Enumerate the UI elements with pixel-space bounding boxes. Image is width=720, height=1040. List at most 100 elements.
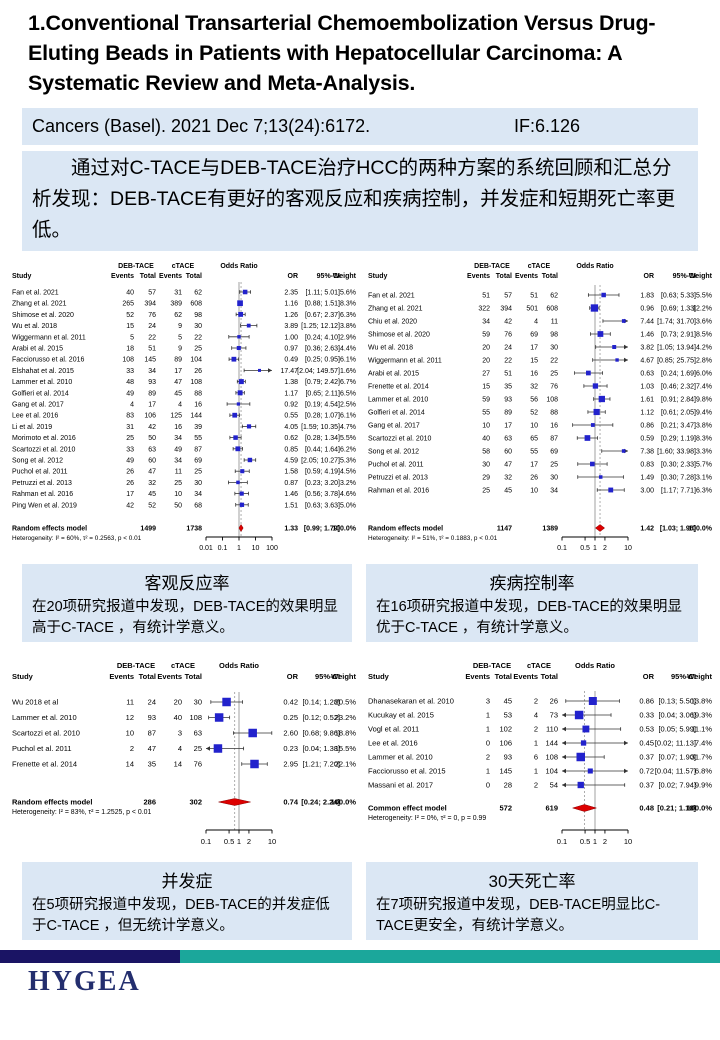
forest-text: 15.5% [335, 744, 357, 753]
forest-text: 45 [148, 491, 156, 498]
forest-text: Total [542, 273, 558, 280]
forest-text: 17 [530, 462, 538, 469]
forest-text: [0.24; 4.10] [305, 334, 340, 341]
forest-text: 394 [144, 301, 156, 308]
forest-text: 1499 [140, 526, 156, 533]
forest-text: 49 [174, 446, 182, 453]
forest-text: 32 [148, 480, 156, 487]
forest-text: 265 [122, 301, 134, 308]
forest-text: 0.97 [284, 346, 298, 353]
forest-row: Dhanasekaran et al. 2010 3 45 2 26 0.86 [0.13;… [368, 697, 712, 706]
caption-body: 在7项研究报道中发现，DEB-TACE明显比C-TACE更安全，有统计学意义。 [376, 897, 661, 935]
forest-row: Fan et al. 2021 51 57 51 62 1.83 [0.63; 5.33] 5… [368, 293, 712, 300]
forest-text: Frenette et al. 2014 [12, 760, 77, 769]
forest-text: 31 [174, 290, 182, 297]
caption-body: 在20项研究报道中发现，DEB-TACE的效果明显高于C-TACE ，有统计学意… [32, 599, 338, 637]
forest-text: 76 [148, 312, 156, 319]
forest-row: Morimoto et al. 2016 25 50 34 55 0.62 [0.28; 1… [12, 435, 356, 442]
forest-text: 33 [126, 446, 134, 453]
forest-text: 60 [148, 458, 156, 465]
forest-text: 20 [174, 698, 182, 707]
forest-text: 4.05 [284, 424, 298, 431]
or-square [247, 457, 253, 463]
forest-row: Gang et al. 2017 4 17 4 16 0.92 [0.19; 4.54] 2.… [12, 402, 356, 409]
or-square [236, 345, 241, 351]
caption-objective-response: 客观反应率 在20项研究报道中发现，DEB-TACE的效果明显高于C-TACE … [22, 564, 352, 642]
forest-text: Common effect model [368, 804, 447, 813]
forest-text: Wu et al. 2018 [368, 345, 413, 352]
forest-row: Wiggermann et al. 2011 20 22 15 22 4.67 [0.85;… [368, 358, 712, 365]
forest-text: 16 [174, 424, 182, 431]
ci-arrow-left [562, 712, 566, 718]
caption-30-day-mortality: 30天死亡率 在7项研究报道中发现，DEB-TACE明显比C-TACE更安全，有… [366, 862, 698, 940]
forest-text: 52 [126, 312, 134, 319]
forest-row: Elshahat et al. 2015 33 34 17 26 17.47 [2.04; … [12, 368, 356, 375]
forest-text: 34 [550, 488, 558, 495]
forest-text: 42 [504, 319, 512, 326]
forest-text: 14 [174, 760, 182, 769]
forest-text: Vogl et al. 2011 [368, 725, 419, 734]
forest-text: 2.8% [696, 358, 712, 365]
or-square [238, 379, 244, 385]
forest-text: 2 [603, 837, 607, 846]
forest-text: 40 [126, 290, 134, 297]
forest-text: 394 [500, 306, 512, 313]
footer-bar-navy [0, 950, 180, 963]
forest-text: 26 [550, 697, 558, 706]
forest-text: 4.6% [340, 491, 356, 498]
forest-row: Lammer et al. 2010 12 93 40 108 0.25 [0.12; 0.… [12, 713, 356, 722]
forest-text: 3 [486, 697, 490, 706]
forest-text: 4.67 [640, 358, 654, 365]
forest-text: [1.03; 1.96] [660, 526, 696, 533]
forest-text: [0.21; 3.47] [661, 423, 696, 430]
forest-text: 4 [178, 744, 182, 753]
forest-text: [0.04; 3.06] [658, 711, 696, 720]
or-square [214, 713, 224, 722]
or-square [597, 331, 604, 337]
forest-text: Facciorusso et al. 2016 [12, 357, 84, 364]
forest-text: 0.1 [201, 837, 211, 846]
ci-arrow-left [562, 726, 566, 732]
forest-text: 35 [148, 760, 156, 769]
forest-text: DEB-TACE [118, 263, 154, 270]
forest-row: Lee et al. 2016 83 106 125 144 0.55 [0.28; 1.0… [12, 413, 356, 420]
forest-text: 48 [126, 379, 134, 386]
forest-text: Total [186, 273, 202, 280]
forest-text: Lammer et al. 2010 [368, 753, 433, 762]
or-square [222, 697, 231, 707]
forest-text: 302 [189, 798, 202, 807]
forest-text: 2 [603, 545, 607, 552]
forest-text: [0.30; 2.33] [661, 462, 696, 469]
forest-text: 24 [148, 698, 156, 707]
forest-text: 31.7% [691, 753, 713, 762]
forest-text: Puchol et al. 2011 [368, 462, 424, 469]
forest-text: 10 [530, 423, 538, 430]
forest-text: Fan et al. 2021 [368, 293, 415, 300]
forest-text: 5.5% [696, 293, 712, 300]
forest-row: Puchol et al. 2011 2 47 4 25 0.23 [0.04; 1.38]… [12, 744, 356, 753]
forest-text: Arabi et al. 2015 [12, 346, 63, 353]
forest-text: 6.2% [340, 446, 356, 453]
forest-row: Kucukay et al. 2015 1 53 4 73 0.33 [0.04; 3.06… [368, 711, 712, 720]
or-square [237, 335, 241, 339]
forest-text: 10 [482, 423, 490, 430]
forest-text: 62 [174, 312, 182, 319]
or-square [257, 368, 261, 372]
x-axis: 0.1 0.5 1 2 10 [557, 829, 632, 846]
forest-text: 26 [194, 368, 202, 375]
forest-text: [0.04; 11.57] [655, 767, 696, 776]
ci-arrow-left [562, 768, 566, 774]
forest-text: 0.86 [639, 697, 654, 706]
forest-text: 22 [194, 334, 202, 341]
forest-text: 15 [482, 384, 490, 391]
forest-row: Facciorusso et al. 2015 1 145 1 104 0.72 [0.04… [368, 767, 712, 776]
forest-text: 51 [482, 293, 490, 300]
forest-text: 93 [148, 713, 156, 722]
forest-text: 54 [550, 781, 558, 790]
forest-text: 62 [194, 290, 202, 297]
forest-text: 0.74 [283, 798, 298, 807]
forest-text: 0 [486, 739, 490, 748]
forest-text: Events [159, 273, 182, 280]
or-square [231, 356, 237, 362]
